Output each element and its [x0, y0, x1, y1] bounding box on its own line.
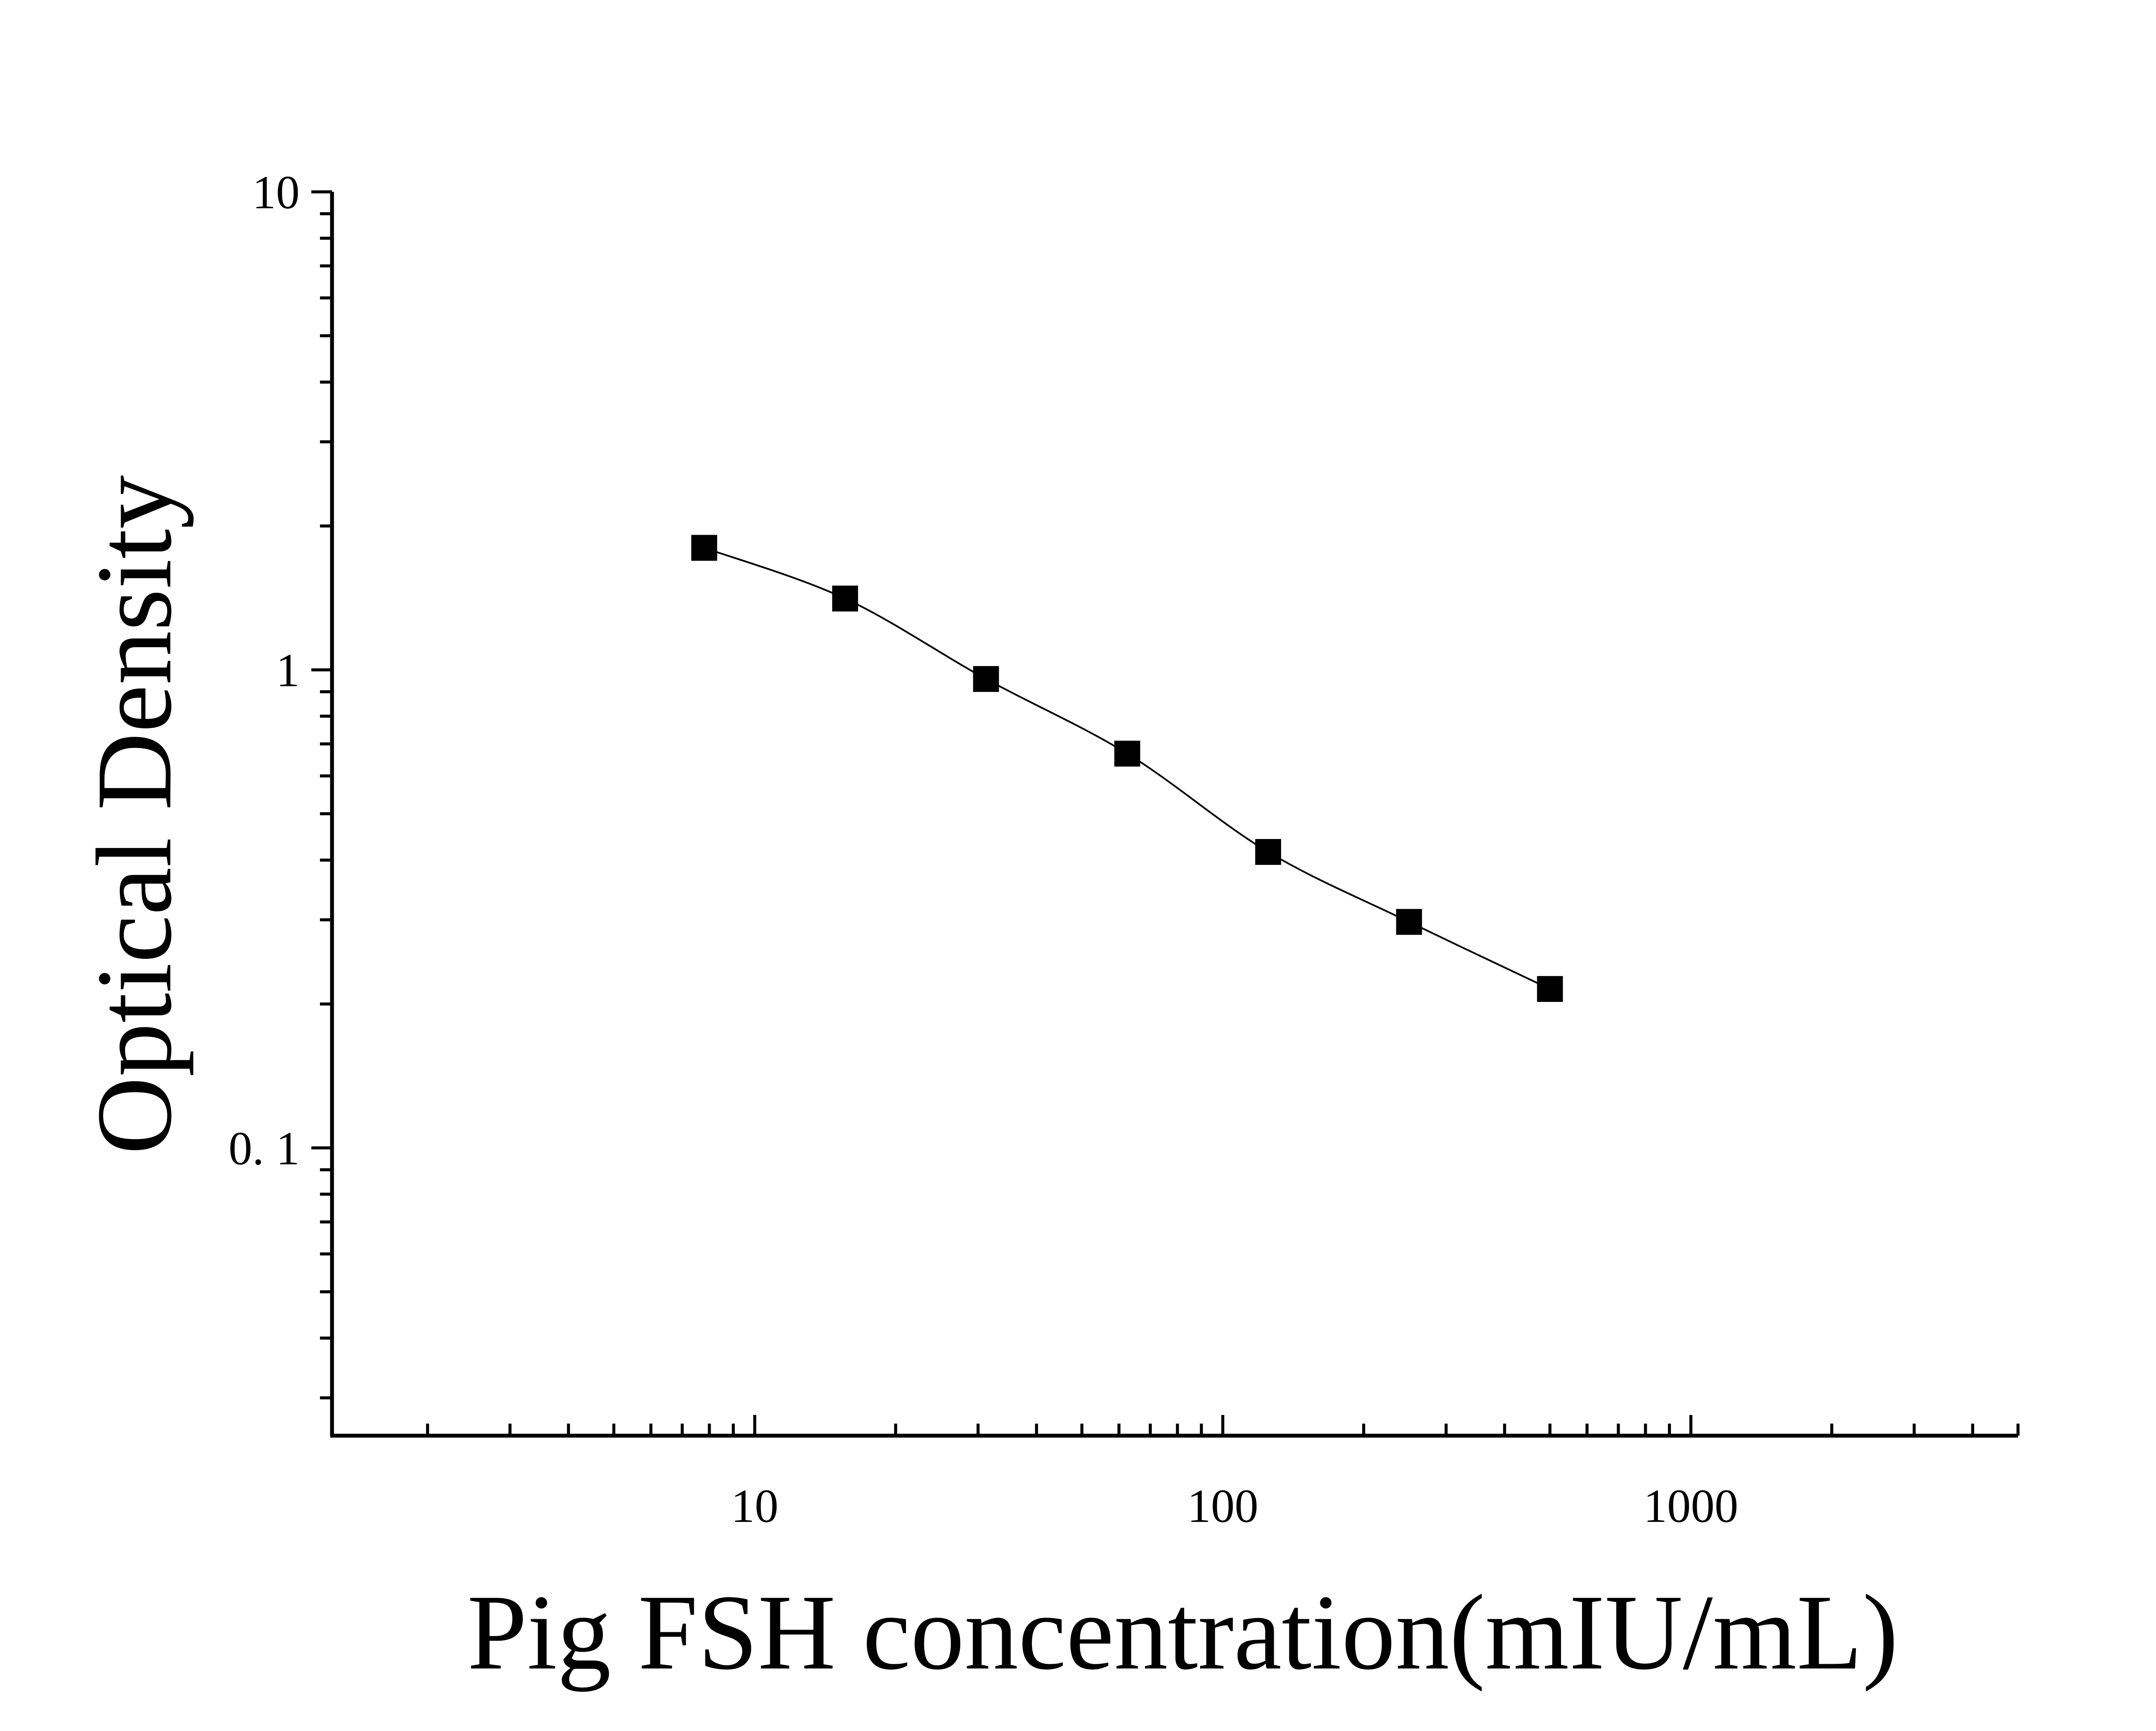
data-points: [691, 535, 1563, 1002]
y-tick-label: 0. 1: [229, 1122, 300, 1174]
data-point: [832, 585, 858, 612]
data-point: [691, 535, 718, 561]
data-point: [973, 666, 999, 692]
data-point: [1396, 909, 1422, 935]
axes: [330, 192, 2018, 1438]
data-point: [1114, 741, 1141, 767]
ticks: [311, 190, 2020, 1436]
tick-labels: 10 100 1000 0. 1 1 10: [229, 166, 1738, 1532]
x-tick-label: 1000: [1643, 1480, 1738, 1532]
fit-curve-group: [704, 547, 1551, 990]
x-tick-label: 100: [1187, 1480, 1258, 1532]
fit-curve: [704, 547, 1551, 990]
x-tick-label: 10: [731, 1480, 778, 1532]
x-axis-title: Pig FSH concentration(mIU/mL): [467, 1573, 1899, 1692]
y-axis-title: Optical Density: [75, 475, 194, 1155]
data-point: [1255, 839, 1281, 865]
y-tick-label: 1: [276, 644, 300, 697]
y-tick-label: 10: [252, 166, 300, 219]
data-point: [1537, 976, 1563, 1002]
